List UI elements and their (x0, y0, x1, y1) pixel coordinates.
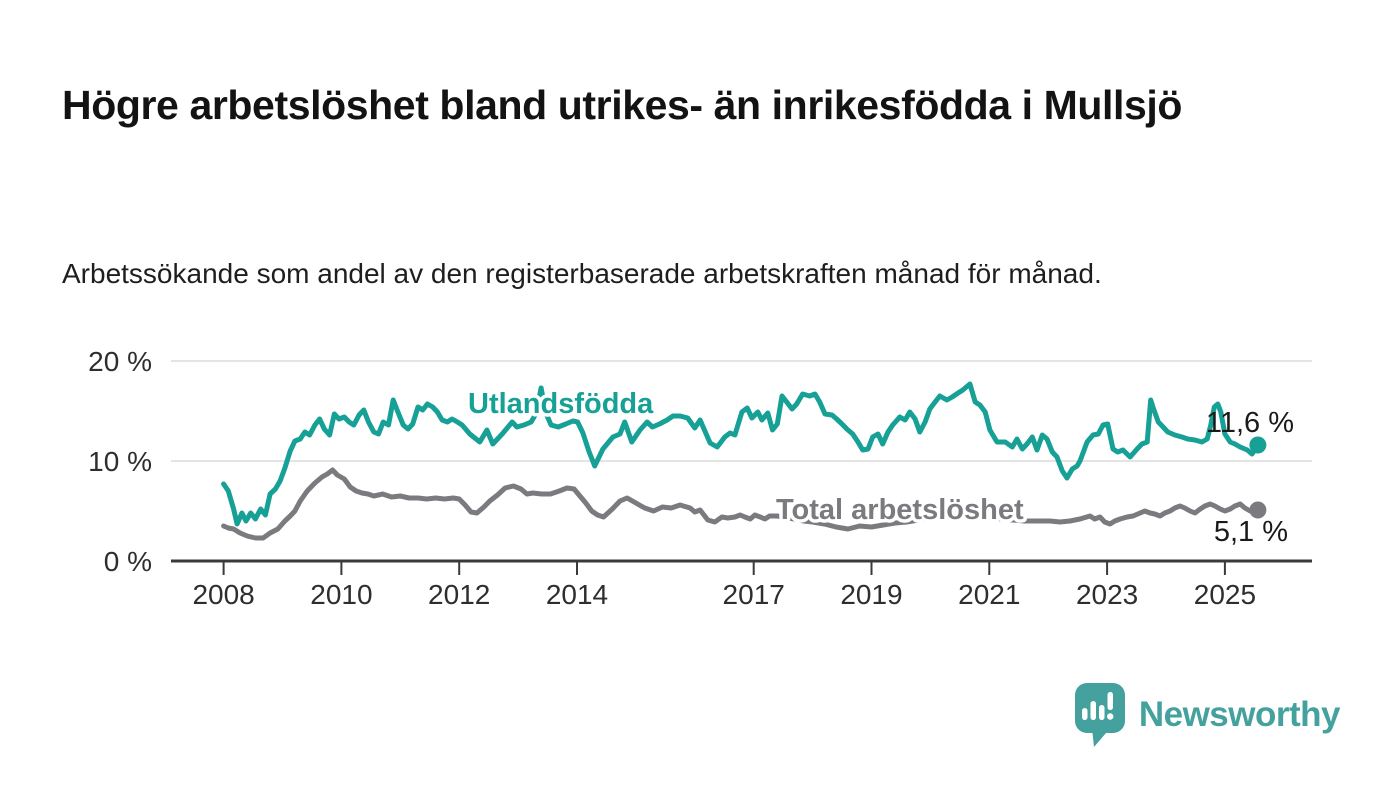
newsworthy-logo-text: Newsworthy (1138, 695, 1341, 734)
bar-medium (1098, 705, 1105, 720)
bar-tall (1090, 701, 1096, 720)
x-axis-label: 2019 (840, 579, 902, 610)
series-label-utlandsfodda: Utlandsfödda (468, 388, 654, 420)
x-axis-label: 2010 (310, 579, 372, 610)
series-line-total-arbetsloshet (221, 467, 1261, 541)
chart-generated-layer: 0 % 10 % 20 % 2008 2010 2012 2014 2017 2019 2021 2… (88, 346, 1312, 610)
series-label-total-arbetsloshet: Total arbetslöshet (776, 494, 1024, 526)
x-axis-label: 2025 (1194, 579, 1256, 610)
y-axis-label: 10 % (88, 446, 152, 477)
x-axis-label: 2012 (428, 579, 490, 610)
x-axis-label: 2023 (1076, 579, 1138, 610)
exclamation-bar (1107, 692, 1113, 710)
newsworthy-logo-icon (1074, 683, 1125, 747)
exclamation-dot (1106, 713, 1114, 720)
x-axis-label: 2008 (192, 579, 254, 610)
chart-subtitle: Arbetssökande som andel av den registerb… (62, 258, 1102, 289)
value-label-utlandsfodda: 11,6 % (1206, 407, 1294, 439)
page-title: Högre arbetslöshet bland utrikes- än inr… (62, 82, 1183, 129)
y-axis-label: 20 % (88, 346, 152, 377)
x-axis-label: 2021 (958, 579, 1020, 610)
newsworthy-branding: Newsworthy (1074, 682, 1341, 748)
bar-small (1081, 708, 1088, 720)
series-end-dot-utlandsfodda (1249, 436, 1267, 454)
series-line-utlandsfodda (221, 381, 1261, 527)
value-label-total-arbetsloshet: 5,1 % (1214, 516, 1288, 548)
series-end-dot-total-arbetsloshet (1249, 501, 1267, 519)
y-axis-label: 0 % (104, 546, 152, 577)
x-axis-label: 2017 (723, 579, 785, 610)
x-axis-label: 2014 (546, 579, 608, 610)
